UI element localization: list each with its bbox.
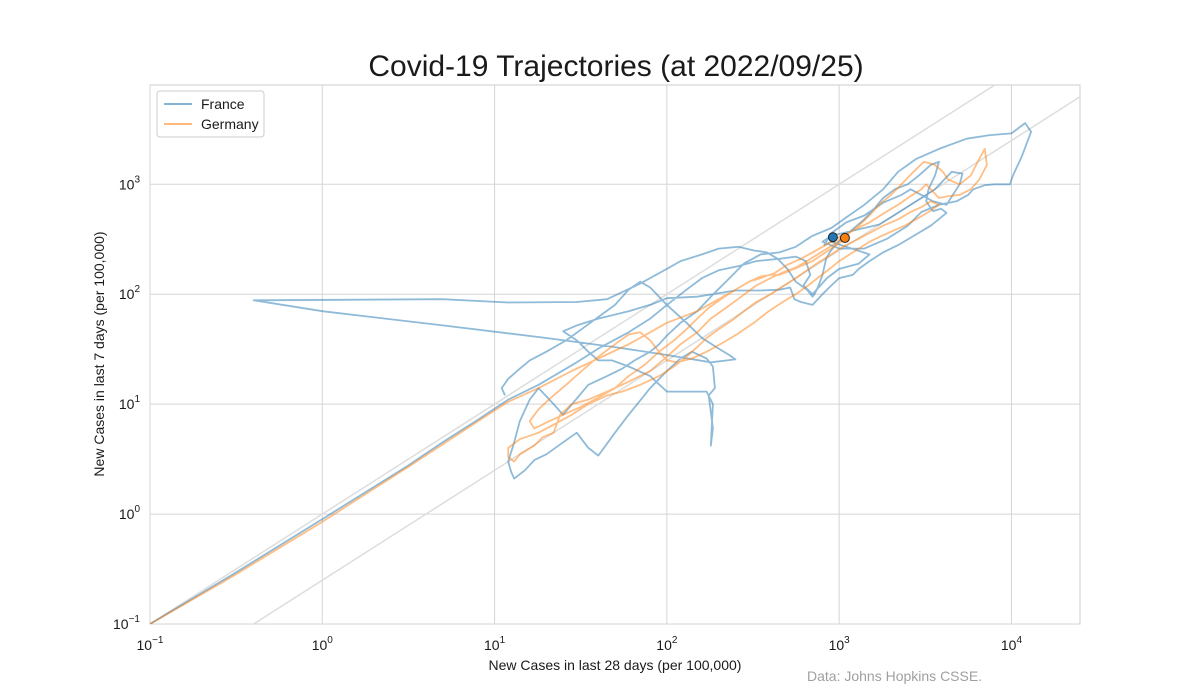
legend: France Germany	[156, 90, 265, 138]
x-tick-label: 104	[1001, 635, 1023, 653]
plot-area	[149, 84, 1081, 625]
source-note: Data: Johns Hopkins CSSE.	[807, 668, 982, 684]
y-axis-label: New Cases in last 7 days (per 100,000)	[91, 231, 107, 476]
x-tick-label: 101	[484, 635, 506, 653]
x-tick-label: 10−1	[137, 635, 164, 653]
series-line-france	[150, 122, 1032, 624]
y-tick-label: 100	[119, 504, 141, 522]
chart-title: Covid-19 Trajectories (at 2022/09/25)	[368, 50, 863, 83]
y-tick-label: 101	[119, 394, 141, 412]
x-axis-label: New Cases in last 28 days (per 100,000)	[489, 657, 742, 673]
legend-box	[156, 90, 265, 138]
current-markers	[827, 232, 850, 243]
y-tick-label: 102	[119, 284, 141, 302]
x-tick-label: 100	[312, 635, 334, 653]
reference-line	[150, 85, 997, 624]
y-tick-labels: 10−1 100 101 102 103	[113, 174, 140, 632]
x-tick-label: 102	[656, 635, 678, 653]
legend-label-france: France	[201, 96, 245, 112]
series-lines	[150, 122, 1032, 624]
y-tick-label: 103	[119, 174, 141, 192]
x-tick-labels: 10−1 100 101 102 103 104	[137, 635, 1023, 653]
series-line-germany	[150, 148, 988, 624]
y-tick-label: 10−1	[113, 614, 140, 632]
x-tick-label: 103	[829, 635, 851, 653]
grid-lines	[149, 85, 1080, 625]
current-marker-germany	[839, 232, 850, 243]
legend-label-germany: Germany	[201, 116, 259, 132]
current-marker-france	[827, 232, 838, 243]
